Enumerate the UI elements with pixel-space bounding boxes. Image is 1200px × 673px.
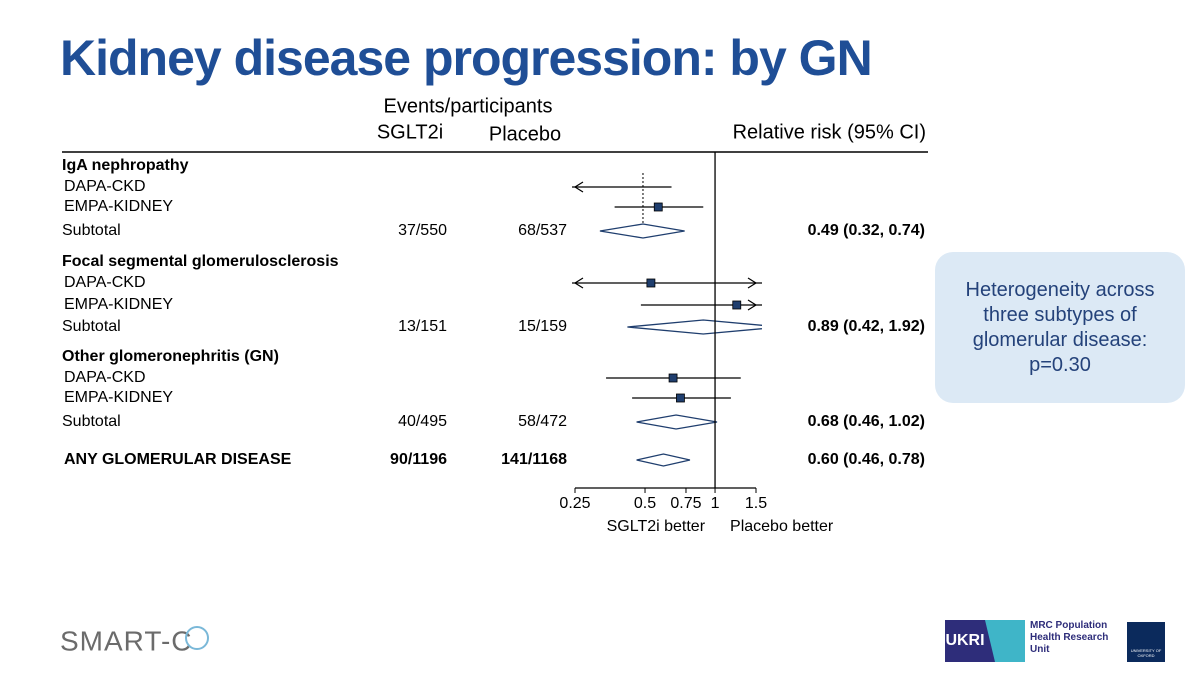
effect-label: 0.89 (0.42, 1.92): [808, 318, 925, 335]
chart-title: Kidney disease progression: by GN: [60, 30, 872, 86]
events-sglt2i: 37/550: [398, 222, 447, 239]
diamond: [599, 223, 685, 239]
diamond: [636, 453, 691, 467]
effect-label: 0.60 (0.46, 0.78): [808, 451, 925, 468]
row-label: Subtotal: [62, 222, 121, 239]
diamond: [636, 414, 718, 430]
x-tick-label: 1: [711, 495, 720, 512]
column-header: Placebo: [489, 123, 561, 145]
heterogeneity-note: Heterogeneity across three subtypes of g…: [935, 252, 1185, 403]
estimate-square: [646, 278, 656, 288]
arrow-head: [573, 181, 584, 193]
estimate-square: [653, 202, 663, 212]
plot-area: [558, 183, 762, 467]
estimate-square: [732, 300, 742, 310]
ukri-text: UKRI: [945, 632, 984, 649]
diamond: [627, 319, 762, 335]
events-placebo: 141/1168: [501, 451, 567, 468]
oxford-box: UNIVERSITY OF OXFORD: [1130, 648, 1162, 658]
group-header: IgA nephropathy: [62, 157, 189, 174]
arrow-head: [747, 277, 758, 289]
effect-label: 0.68 (0.46, 1.02): [808, 413, 925, 430]
study-label: EMPA-KIDNEY: [64, 389, 173, 406]
footer-logo: SMART-C: [60, 625, 193, 656]
study-label: EMPA-KIDNEY: [64, 198, 173, 215]
estimate-square: [558, 183, 566, 191]
row-label: Subtotal: [62, 318, 121, 335]
events-placebo: 15/159: [518, 318, 567, 335]
unit-box: MRC Population Health Research Unit: [1030, 620, 1109, 655]
events-sglt2i: 40/495: [398, 413, 447, 430]
study-label: DAPA-CKD: [64, 274, 146, 291]
arrow-head: [747, 299, 758, 311]
effect-label: 0.49 (0.32, 0.74): [808, 222, 925, 239]
x-tick-label: 0.75: [670, 495, 701, 512]
study-label: EMPA-KIDNEY: [64, 296, 173, 313]
x-tick-label: 0.25: [559, 495, 590, 512]
group-header: Focal segmental glomerulosclerosis: [62, 253, 339, 270]
estimate-square: [668, 373, 678, 383]
estimate-square: [676, 393, 685, 403]
column-header: Relative risk (95% CI): [733, 121, 926, 143]
axis-direction-label: Placebo better: [730, 518, 834, 535]
column-group-header: Events/participants: [384, 95, 553, 117]
events-placebo: 68/537: [518, 222, 567, 239]
x-tick-label: 0.5: [634, 495, 656, 512]
study-label: DAPA-CKD: [64, 178, 146, 195]
events-placebo: 58/472: [518, 413, 567, 430]
axis-direction-label: SGLT2i better: [607, 518, 706, 535]
events-sglt2i: 90/1196: [390, 451, 447, 468]
x-tick-label: 1.5: [745, 495, 767, 512]
group-header: Other glomeronephritis (GN): [62, 348, 279, 365]
unit-text: MRC Population Health Research Unit: [1030, 620, 1109, 655]
oxford-text: UNIVERSITY OF OXFORD: [1130, 648, 1162, 658]
arrow-head: [573, 277, 584, 289]
events-sglt2i: 13/151: [398, 318, 447, 335]
study-label: DAPA-CKD: [64, 369, 146, 386]
column-header: SGLT2i: [377, 121, 443, 143]
row-label: Subtotal: [62, 413, 121, 430]
logo-icon: [185, 626, 209, 650]
row-label: ANY GLOMERULAR DISEASE: [64, 451, 292, 468]
ukri-accent: [985, 620, 1025, 662]
oxford-block: [1127, 622, 1165, 662]
